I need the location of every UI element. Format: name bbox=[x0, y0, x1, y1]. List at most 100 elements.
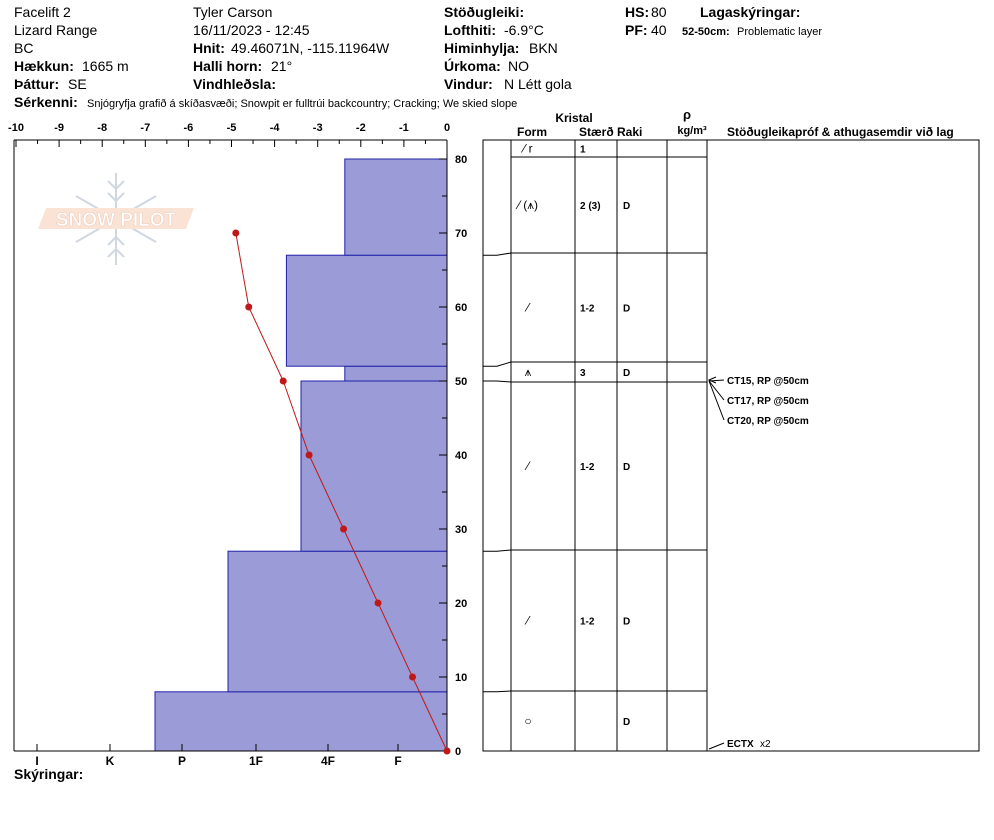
site-name: Facelift 2 bbox=[14, 4, 71, 20]
col-density-unit: kg/m³ bbox=[677, 125, 707, 137]
col-rho-header: ρ bbox=[683, 107, 691, 122]
layer-size: 1-2 bbox=[580, 462, 595, 473]
features-label: Sérkenni: bbox=[14, 94, 78, 110]
bottom-test-extra: x2 bbox=[760, 739, 771, 750]
hardness-tick-label: I bbox=[35, 754, 38, 768]
depth-tick-label: 10 bbox=[455, 672, 467, 684]
test-arrowhead bbox=[707, 376, 717, 384]
aspect-label: Þáttur: bbox=[14, 76, 60, 92]
depth-tick-label: 80 bbox=[455, 154, 467, 166]
windload-label: Vindhleðsla: bbox=[193, 76, 276, 92]
layer-size: 3 bbox=[580, 368, 586, 379]
temp-point bbox=[443, 747, 451, 755]
col-tests-header: Stöðugleikapróf & athugasemdir við lag bbox=[727, 125, 954, 139]
precip-value: NO bbox=[508, 58, 529, 74]
coords-label: Hnit: bbox=[193, 40, 225, 56]
sky-value: BKN bbox=[529, 40, 558, 56]
layer-connector bbox=[483, 361, 512, 367]
pf-label: PF: bbox=[625, 22, 648, 38]
stability-label: Stöðugleiki: bbox=[444, 4, 525, 20]
layer-form: ⁄ bbox=[524, 301, 531, 315]
col-moisture-header: Raki bbox=[617, 125, 642, 139]
layer-moisture: D bbox=[623, 462, 630, 473]
depth-tick-label: 70 bbox=[455, 228, 467, 240]
layer-form: ⁄ (⩚) bbox=[515, 198, 538, 212]
temp-tick-label: -1 bbox=[399, 122, 409, 134]
col-crystal-header: Kristal bbox=[555, 111, 592, 125]
temp-tick-label: -10 bbox=[8, 122, 24, 134]
layer-size: 1 bbox=[580, 145, 586, 156]
table-frame bbox=[482, 139, 980, 752]
layer-note-text: Problematic layer bbox=[737, 26, 822, 38]
temp-point bbox=[305, 451, 313, 459]
temp-line bbox=[235, 232, 448, 752]
snowpilot-watermark: SNOW PILOT bbox=[38, 173, 194, 265]
temp-tick-label: -9 bbox=[54, 122, 64, 134]
sky-label: Himinhylja: bbox=[444, 40, 520, 56]
temp-tick-label: 0 bbox=[444, 122, 450, 134]
temp-point bbox=[245, 303, 253, 311]
stability-test: CT20, RP @50cm bbox=[727, 416, 809, 427]
depth-tick-label: 30 bbox=[455, 524, 467, 536]
elevation-value: 1665 m bbox=[82, 58, 129, 74]
layer-form: ⁄ bbox=[524, 614, 531, 628]
observation-datetime: 16/11/2023 - 12:45 bbox=[193, 22, 310, 38]
layer-form: ⩚ bbox=[525, 365, 532, 379]
layer-size: 2 (3) bbox=[580, 201, 601, 212]
hardness-bar bbox=[344, 365, 448, 382]
depth-tick-label: 50 bbox=[455, 376, 467, 388]
precip-label: Úrkoma: bbox=[444, 58, 501, 74]
elevation-label: Hækkun: bbox=[14, 58, 74, 74]
temp-tick-label: -4 bbox=[270, 122, 281, 134]
temperature-profile bbox=[232, 229, 451, 755]
hardness-bar bbox=[285, 254, 448, 367]
layer-note-range: 52-50cm: bbox=[682, 26, 730, 38]
test-leader bbox=[708, 380, 725, 401]
depth-tick-label: 20 bbox=[455, 598, 467, 610]
hardness-tick-label: F bbox=[394, 754, 401, 768]
wind-value: N Létt gola bbox=[504, 76, 572, 92]
layer-moisture: D bbox=[623, 617, 630, 628]
layers-label: Lagaskýringar: bbox=[700, 4, 801, 20]
depth-tick-label: 40 bbox=[455, 450, 467, 462]
col-form-header: Form bbox=[517, 125, 547, 139]
temp-tick-label: -8 bbox=[97, 122, 107, 134]
aspect-value: SE bbox=[68, 76, 87, 92]
features-value: Snjógryfja grafið á skíðasvæði; Snowpit … bbox=[87, 98, 518, 110]
temp-point bbox=[279, 377, 287, 385]
layer-size: 1-2 bbox=[580, 304, 595, 315]
observer-name: Tyler Carson bbox=[193, 4, 273, 20]
layer-form: ○ bbox=[524, 714, 531, 728]
depth-tick-label: 60 bbox=[455, 302, 467, 314]
temp-point bbox=[232, 229, 240, 237]
temp-tick-label: -2 bbox=[356, 122, 366, 134]
stability-test: CT17, RP @50cm bbox=[727, 396, 809, 407]
layer-connector bbox=[483, 252, 512, 256]
layer-connector bbox=[483, 690, 512, 693]
axes: -10 -9 -8 -7 -6 -5 -4 -3 -2 -1 001020304050607080I… bbox=[8, 122, 467, 768]
temp-tick-label: -6 bbox=[184, 122, 194, 134]
layer-connector bbox=[483, 380, 512, 383]
airtemp-value: -6.9°C bbox=[504, 22, 544, 38]
hardness-bar bbox=[344, 158, 448, 256]
layer-connector bbox=[483, 549, 512, 552]
hs-label: HS: bbox=[625, 4, 650, 20]
watermark-text: SNOW PILOT bbox=[56, 210, 177, 231]
col-size-header: Stærð bbox=[579, 125, 614, 139]
temp-point bbox=[340, 525, 348, 533]
hardness-bar bbox=[227, 550, 448, 693]
temp-point bbox=[374, 599, 382, 607]
layer-moisture: D bbox=[623, 304, 630, 315]
hs-value: 80 bbox=[651, 4, 667, 20]
hardness-tick-label: K bbox=[106, 754, 115, 768]
hardness-bar bbox=[154, 691, 448, 752]
hardness-tick-label: 4F bbox=[321, 754, 335, 768]
test-leader bbox=[708, 380, 725, 421]
layer-moisture: D bbox=[623, 717, 630, 728]
hardness-tick-label: P bbox=[178, 754, 186, 768]
pf-value: 40 bbox=[651, 22, 667, 38]
hardness-bar bbox=[300, 380, 448, 552]
depth-tick-label: 0 bbox=[455, 746, 461, 758]
bottom-test-leader bbox=[708, 742, 725, 750]
